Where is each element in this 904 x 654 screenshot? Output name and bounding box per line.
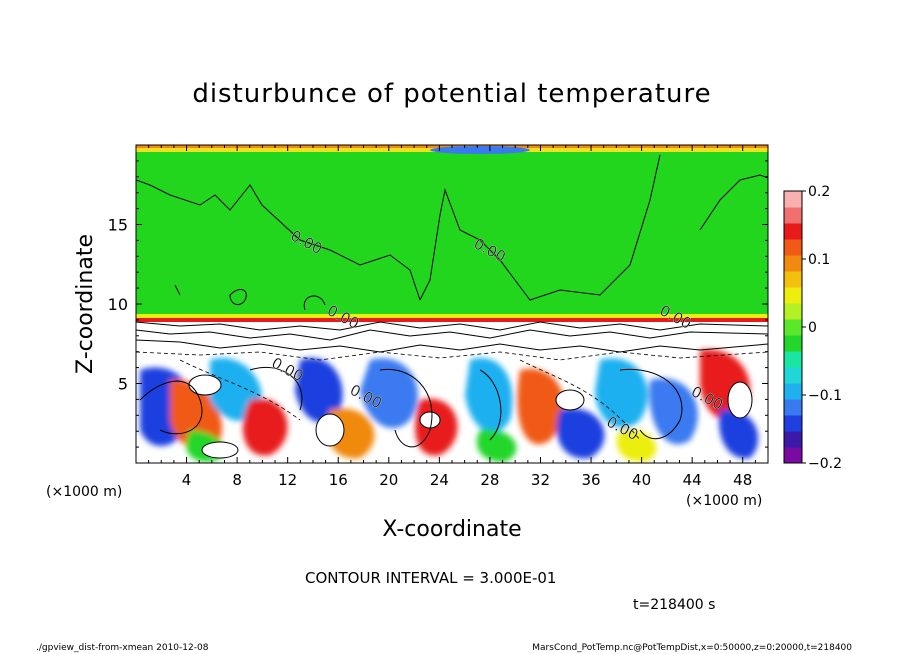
- top-cold-spot: [430, 146, 530, 154]
- colorbar-swatch: [784, 191, 802, 208]
- time-label: t=218400 s: [633, 597, 715, 613]
- x-tick-label: 20: [379, 471, 398, 489]
- heatmap-field: [136, 145, 768, 463]
- x-tick-label: 4: [182, 471, 192, 489]
- x-tick-label: 32: [531, 471, 550, 489]
- x-unit-right: (×1000 m): [686, 493, 762, 509]
- colorbar-swatch: [784, 207, 802, 224]
- x-tick-label: 36: [581, 471, 600, 489]
- colorbar-swatch: [784, 319, 802, 336]
- x-tick-label: 40: [632, 471, 651, 489]
- colorbar-swatch: [784, 303, 802, 320]
- colorbar-tick-label: −0.1: [808, 388, 842, 404]
- x-axis-title: X-coordinate: [382, 517, 521, 542]
- colorbar-ticks: 0.2 0.1 0 −0.1 −0.2: [802, 184, 842, 472]
- colorbar-tick-label: −0.2: [808, 456, 842, 472]
- white-cores: [188, 374, 753, 459]
- x-tick-label: 44: [683, 471, 702, 489]
- colorbar-tick-label: 0.1: [808, 252, 830, 268]
- colorbar-swatch: [784, 415, 802, 432]
- colorbar-swatch: [784, 351, 802, 368]
- y-tick-label: 5: [118, 375, 128, 394]
- contour-lines: [136, 154, 768, 448]
- x-tick-label: 16: [329, 471, 348, 489]
- colorbar-swatch: [784, 223, 802, 240]
- colorbar-tick-label: 0.2: [808, 184, 830, 200]
- footer-left: ./gpview_dist-from-xmean 2010-12-08: [36, 643, 209, 653]
- colorbar-swatch: [784, 335, 802, 352]
- colorbar-swatch: [784, 271, 802, 288]
- colorbar-swatch: [784, 383, 802, 400]
- contour-interval-label: CONTOUR INTERVAL = 3.000E-01: [305, 569, 556, 587]
- colorbar-swatch: [784, 239, 802, 256]
- colorbar-swatch: [784, 447, 802, 464]
- x-unit-left: (×1000 m): [46, 484, 122, 500]
- y-tick-label: 10: [108, 295, 128, 314]
- colorbar-tick-label: 0: [808, 320, 817, 336]
- colorbar-swatch: [784, 367, 802, 384]
- x-axis: 4 8 12 16 20 24 28 32 36 40 44 48: [148, 145, 756, 489]
- inversion-line-red: [136, 318, 768, 322]
- dashed-contours: [136, 351, 768, 441]
- y-axis-title: Z-coordinate: [73, 234, 98, 374]
- x-tick-label: 48: [733, 471, 752, 489]
- inversion-line-yellow: [136, 314, 768, 318]
- footer-right: MarsCond_PotTemp.nc@PotTempDist,x=0:5000…: [532, 643, 852, 653]
- colorbar-swatch: [784, 287, 802, 304]
- chart-title: disturbunce of potential temperature: [192, 79, 711, 109]
- x-tick-label: 12: [278, 471, 297, 489]
- x-tick-label: 24: [430, 471, 449, 489]
- x-tick-label: 28: [480, 471, 499, 489]
- colorbar-swatch: [784, 431, 802, 448]
- colorbar-swatch: [784, 399, 802, 416]
- colorbar-swatch: [784, 255, 802, 272]
- colorbar: [783, 190, 803, 464]
- y-axis: 5 10 15: [108, 160, 768, 448]
- y-tick-label: 15: [108, 216, 128, 235]
- convective-plumes: [140, 349, 759, 463]
- x-tick-label: 8: [232, 471, 242, 489]
